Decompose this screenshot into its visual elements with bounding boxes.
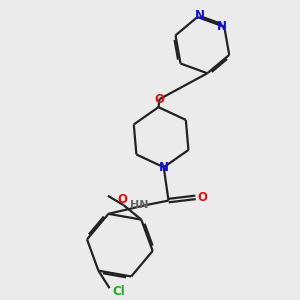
Text: O: O bbox=[154, 93, 164, 106]
Text: HN: HN bbox=[130, 200, 148, 210]
Text: O: O bbox=[197, 191, 208, 204]
Text: Cl: Cl bbox=[112, 285, 125, 298]
Text: N: N bbox=[195, 9, 205, 22]
Text: N: N bbox=[217, 20, 227, 33]
Text: O: O bbox=[117, 193, 127, 206]
Text: N: N bbox=[159, 161, 169, 174]
